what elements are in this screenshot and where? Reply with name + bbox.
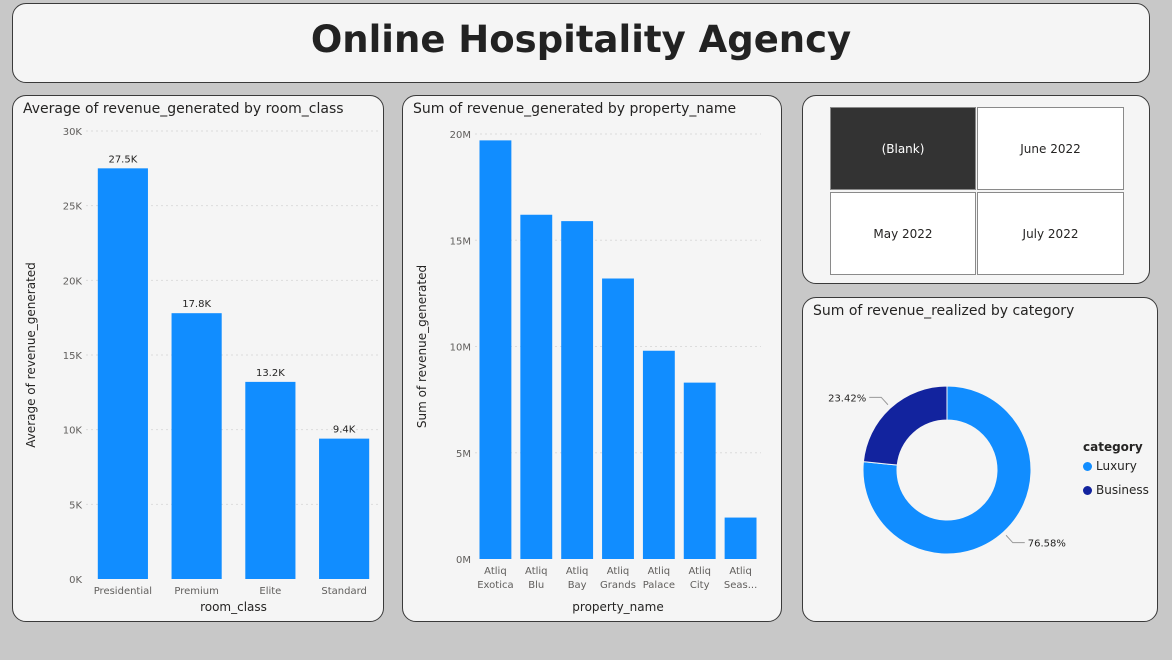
legend-label: Luxury [1096,459,1137,473]
y-tick-label: 10M [450,343,471,354]
bar[interactable] [245,381,296,579]
legend-label: Business [1096,483,1149,497]
legend-item-luxury[interactable]: Luxury [1083,459,1137,473]
bar[interactable] [520,214,553,559]
data-label: 13.2K [256,368,285,379]
x-axis-title: property_name [572,600,663,614]
x-tick-label: Standard [321,586,367,597]
bar[interactable] [171,313,222,579]
legend-title: category [1083,440,1143,454]
x-tick-label: City [690,580,710,591]
x-axis-title: room_class [200,600,267,614]
data-label: 9.4K [333,425,356,436]
x-tick-label: Blu [528,580,544,591]
category-donut-panel: Sum of revenue_realized by category 76.5… [802,297,1158,622]
y-tick-label: 0M [456,555,471,566]
x-tick-label: Atliq [729,566,752,577]
x-tick-label: Atliq [566,566,589,577]
y-tick-label: 15K [63,351,83,362]
x-tick-label: Atliq [648,566,671,577]
donut-slice-business[interactable] [862,385,948,466]
title-panel: Online Hospitality Agency [12,3,1150,83]
leader-line [869,396,889,406]
data-label: 17.8K [182,299,211,310]
bar[interactable] [642,350,675,559]
slicer-tile-july-2022[interactable]: July 2022 [977,192,1124,275]
bar[interactable] [97,168,148,579]
y-tick-label: 15M [450,236,471,247]
y-tick-label: 20K [63,276,83,287]
data-label: 76.58% [1028,539,1066,550]
bar[interactable] [561,221,594,559]
page-title: Online Hospitality Agency [310,18,852,61]
room-class-chart-panel: Average of revenue_generated by room_cla… [12,95,384,622]
legend-marker [1083,485,1092,495]
x-tick-label: Atliq [484,566,507,577]
slicer-tile-june-2022[interactable]: June 2022 [977,107,1124,190]
x-tick-label: Elite [259,586,281,597]
x-tick-label: Atliq [607,566,630,577]
data-label: 23.42% [828,393,866,404]
data-label: 27.5K [108,154,137,165]
y-tick-label: 10K [63,426,83,437]
legend-item-business[interactable]: Business [1083,483,1149,497]
x-tick-label: Seas... [724,580,757,591]
bar[interactable] [683,382,716,559]
property-bar-chart: 0M 5M 10M 15M 20M Atliq Exotica Atliq Blu Atliq Ba… [415,130,761,614]
y-tick-label: 5K [69,500,82,511]
donut-slice-luxury[interactable] [862,385,1032,555]
bar[interactable] [724,517,757,559]
chart-title: Sum of revenue_generated by property_nam… [413,101,737,117]
x-tick-label: Presidential [94,586,152,597]
bar[interactable] [602,278,634,560]
x-tick-label: Premium [174,586,219,597]
legend-marker [1083,461,1092,471]
x-tick-label: Grands [600,580,636,591]
chart-title: Average of revenue_generated by room_cla… [23,101,344,117]
x-tick-label: Atliq [688,566,711,577]
x-tick-label: Bay [568,580,587,591]
y-tick-label: 20M [450,130,471,141]
x-tick-label: Atliq [525,566,548,577]
bar[interactable] [319,438,370,579]
bar[interactable] [479,140,512,559]
property-chart-panel: Sum of revenue_generated by property_nam… [402,95,782,622]
x-tick-label: Exotica [477,580,513,591]
room-class-bar-chart: 0K 5K 10K 15K 20K 25K 30K 27.5K Presidential 17.8… [24,127,381,614]
slicer-tile-may-2022[interactable]: May 2022 [830,192,976,275]
slicer-tile-blank[interactable]: (Blank) [830,107,976,190]
y-axis-title: Sum of revenue_generated [415,265,429,428]
y-axis-title: Average of revenue_generated [24,262,38,448]
y-tick-label: 0K [69,575,82,586]
y-tick-label: 30K [63,127,83,138]
x-tick-label: Palace [643,580,675,591]
y-tick-label: 5M [456,449,471,460]
category-donut-chart: 76.58% 23.42% [828,385,1066,555]
y-tick-label: 25K [63,202,83,213]
month-slicer-panel: (Blank) June 2022 May 2022 July 2022 [802,95,1150,284]
chart-title: Sum of revenue_realized by category [813,303,1075,319]
leader-line [1005,534,1025,544]
